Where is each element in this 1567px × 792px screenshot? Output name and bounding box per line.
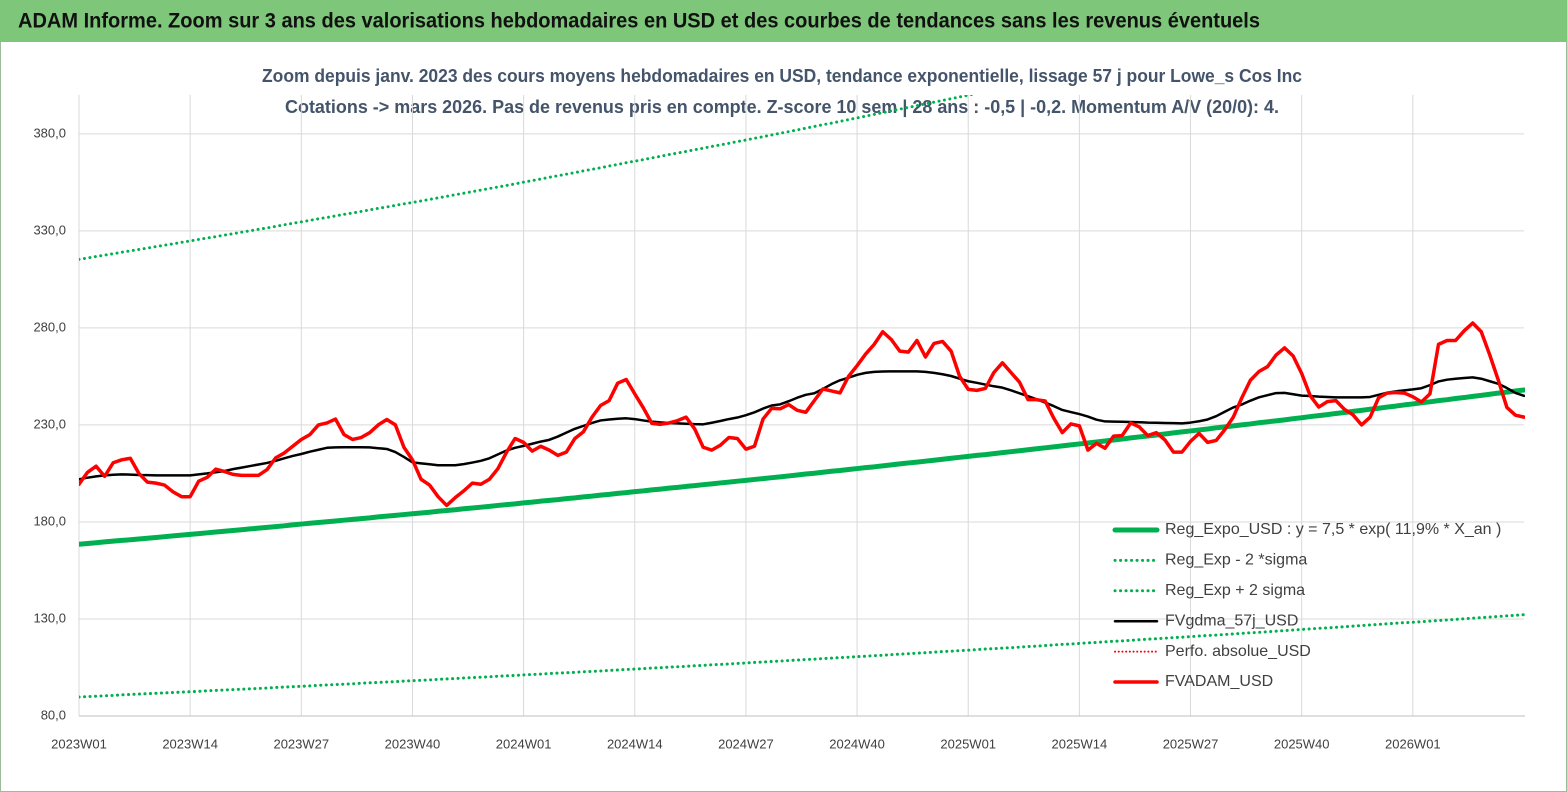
header-title: ADAM Informe. Zoom sur 3 ans des valoris… — [18, 10, 1260, 33]
x-tick-label: 2025W01 — [940, 736, 996, 751]
series-line — [79, 321, 1525, 508]
x-tick-label: 2024W14 — [607, 736, 663, 751]
y-tick-label: 180,0 — [33, 513, 66, 528]
y-tick-label: 130,0 — [33, 610, 66, 625]
y-tick-label: 80,0 — [41, 707, 66, 722]
y-tick-label: 380,0 — [33, 125, 66, 140]
legend-label: Reg_Exp - 2 *sigma — [1165, 552, 1307, 569]
x-tick-label: 2023W01 — [51, 736, 107, 751]
y-tick-label: 330,0 — [33, 222, 66, 237]
x-tick-label: 2024W27 — [718, 736, 774, 751]
x-tick-label: 2024W01 — [496, 736, 552, 751]
legend-label: FVADAM_USD — [1165, 673, 1273, 690]
chart-subtitle: Cotations -> mars 2026. Pas de revenus p… — [285, 97, 1279, 117]
chart-title: Zoom depuis janv. 2023 des cours moyens … — [262, 66, 1302, 86]
legend-label: Reg_Exp + 2 sigma — [1165, 582, 1305, 599]
legend-label: Perfo. absolue_USD — [1165, 643, 1311, 660]
header-bar — [0, 0, 1567, 42]
legend-label: Reg_Expo_USD : y = 7,5 * exp( 11,9% * X_… — [1165, 521, 1501, 538]
x-tick-label: 2024W40 — [829, 736, 885, 751]
x-tick-label: 2023W14 — [162, 736, 218, 751]
series-line — [79, 613, 1525, 699]
series-line — [79, 370, 1525, 481]
y-tick-label: 230,0 — [33, 416, 66, 431]
y-tick-label: 280,0 — [33, 319, 66, 334]
x-tick-label: 2025W27 — [1163, 736, 1219, 751]
x-tick-label: 2023W27 — [273, 736, 329, 751]
x-tick-label: 2026W01 — [1385, 736, 1441, 751]
legend-label: FVgdma_57j_USD — [1165, 612, 1298, 629]
x-tick-label: 2025W40 — [1274, 736, 1330, 751]
x-tick-label: 2025W14 — [1052, 736, 1108, 751]
x-tick-label: 2023W40 — [385, 736, 441, 751]
series-line — [79, 387, 1525, 547]
